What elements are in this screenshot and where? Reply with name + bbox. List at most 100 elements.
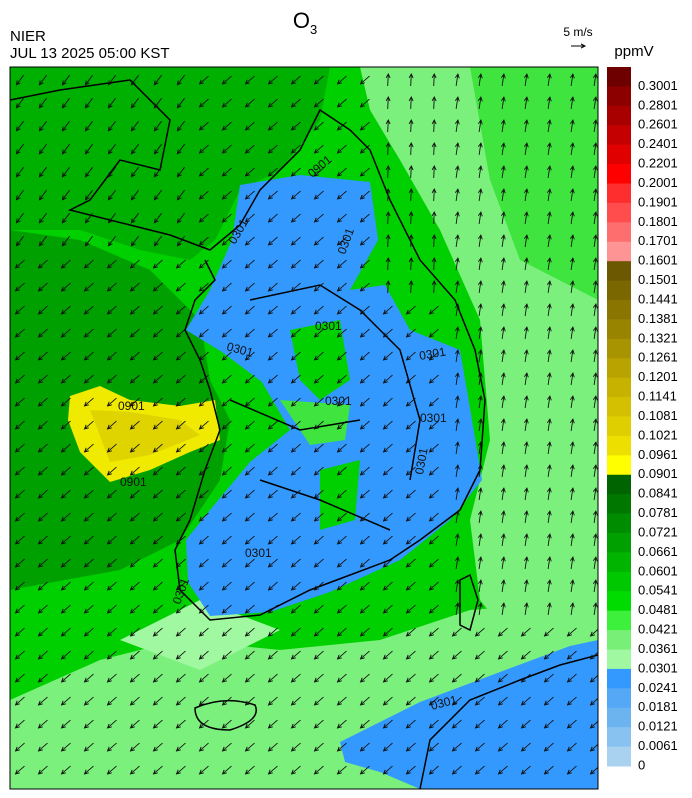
wind-arrow	[313, 282, 324, 292]
wind-arrow	[313, 765, 324, 775]
wind-scale-arrow	[571, 43, 587, 49]
wind-arrow	[359, 512, 370, 522]
colorbar-label: 0.0121	[638, 719, 678, 734]
wind-arrow	[451, 719, 462, 729]
wind-arrow	[106, 558, 117, 568]
wind-arrow	[129, 305, 140, 315]
wind-arrow	[569, 119, 575, 133]
wind-arrow	[405, 466, 416, 476]
map-frame	[9, 66, 599, 790]
wind-arrow	[359, 144, 370, 154]
low-ozone-region	[340, 640, 598, 789]
wind-arrow	[497, 765, 508, 775]
wind-arrow	[477, 579, 483, 593]
wind-arrow	[428, 397, 439, 407]
contour-label: 0301	[418, 344, 447, 362]
wind-arrow	[244, 236, 255, 246]
wind-arrow	[359, 75, 370, 85]
wind-arrow	[359, 328, 370, 338]
wind-arrow	[382, 742, 393, 752]
wind-arrow	[569, 96, 575, 110]
wind-arrow	[130, 74, 139, 86]
wind-arrow	[546, 418, 552, 432]
wind-arrow	[336, 696, 347, 706]
wind-arrow	[221, 305, 232, 315]
wind-arrow	[175, 420, 186, 430]
wind-arrow	[175, 650, 186, 660]
wind-arrow	[454, 188, 460, 202]
wind-arrow	[290, 604, 301, 614]
wind-arrow	[313, 213, 324, 223]
wind-arrow	[84, 143, 93, 155]
wind-arrow	[405, 650, 416, 660]
wind-arrow	[500, 487, 506, 501]
title: O3	[293, 8, 317, 37]
wind-arrow	[129, 535, 140, 545]
wind-arrow	[451, 765, 462, 775]
wind-arrow	[198, 305, 209, 315]
colorbar-label: 0.2801	[638, 97, 678, 112]
wind-arrow	[60, 397, 71, 407]
wind-arrow	[359, 719, 370, 729]
wind-arrow	[267, 466, 278, 476]
wind-arrow	[61, 235, 70, 247]
colorbar-label: 0.1021	[638, 427, 678, 442]
wind-arrow	[14, 765, 25, 775]
colorbar-cell	[607, 377, 631, 398]
colorbar-cell	[607, 105, 631, 126]
wind-arrow	[382, 696, 393, 706]
wind-arrow	[546, 119, 552, 133]
wind-arrow	[106, 535, 117, 545]
wind-arrow	[477, 303, 483, 317]
wind-arrow	[14, 466, 25, 476]
wind-arrow	[405, 374, 416, 384]
wind-arrow	[454, 487, 460, 501]
wind-arrow	[106, 443, 117, 453]
wind-arrow	[60, 512, 71, 522]
wind-arrow	[428, 604, 439, 614]
wind-arrow	[267, 443, 278, 453]
wind-arrow	[267, 167, 278, 177]
colorbar-label: 0.2401	[638, 136, 678, 151]
wind-arrow	[385, 165, 391, 179]
wind-arrow	[313, 144, 324, 154]
wind-arrow	[83, 305, 94, 315]
wind-arrow	[290, 489, 301, 499]
wind-arrow	[175, 374, 186, 384]
wind-arrow	[60, 673, 71, 683]
wind-arrow	[546, 510, 552, 524]
wind-arrow	[244, 420, 255, 430]
wind-arrow	[83, 374, 94, 384]
wind-arrow	[500, 418, 506, 432]
wind-arrow	[175, 535, 186, 545]
wind-arrow	[520, 673, 531, 683]
wind-arrow	[451, 650, 462, 660]
colorbar-cell	[607, 727, 631, 748]
wind-arrow	[37, 765, 48, 775]
wind-arrow	[198, 144, 209, 154]
wind-arrow	[546, 533, 552, 547]
wind-arrow	[431, 280, 437, 294]
wind-arrow	[244, 466, 255, 476]
colorbar-label: 0.0541	[638, 583, 678, 598]
wind-arrow	[83, 742, 94, 752]
wind-arrow	[546, 556, 552, 570]
wind-arrow	[244, 581, 255, 591]
wind-arrow	[15, 97, 24, 109]
wind-arrow	[106, 765, 117, 775]
colorbar-cell	[607, 746, 631, 767]
wind-arrow	[176, 120, 185, 132]
wind-arrow	[336, 489, 347, 499]
wind-arrow	[267, 374, 278, 384]
wind-arrow	[83, 512, 94, 522]
wind-arrow	[569, 349, 575, 363]
wind-arrow	[38, 189, 47, 201]
wind-arrow	[152, 305, 163, 315]
wind-arrow	[129, 558, 140, 568]
wind-vectors	[14, 73, 598, 775]
wind-arrow	[569, 556, 575, 570]
wind-arrow	[592, 487, 598, 501]
wind-arrow	[523, 395, 529, 409]
colorbar-cell	[607, 688, 631, 709]
wind-arrow	[477, 487, 483, 501]
